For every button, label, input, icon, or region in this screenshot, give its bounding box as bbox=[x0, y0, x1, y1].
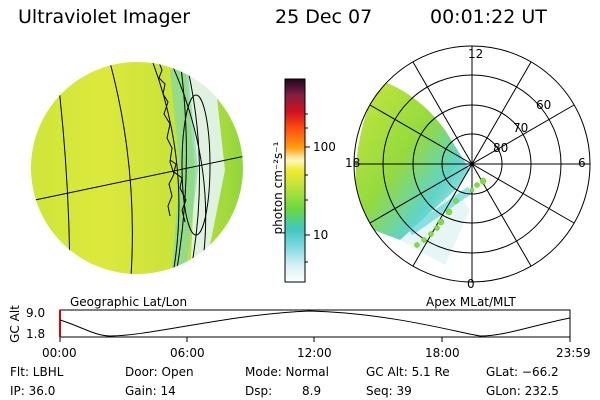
mlt-label-6: 6 bbox=[578, 156, 586, 170]
alt-xtick-2359: 23:59 bbox=[556, 346, 591, 360]
colorbar bbox=[284, 78, 310, 283]
colorbar-unit-label: photon cm⁻²s⁻¹ bbox=[271, 141, 285, 235]
altitude-plot bbox=[59, 309, 571, 342]
app-title: Ultraviolet Imager bbox=[18, 6, 191, 28]
info-mode: Mode: Normal bbox=[245, 365, 329, 379]
apex-polar-plot bbox=[353, 45, 591, 283]
mlat-label-80: 80 bbox=[493, 141, 509, 155]
info-gc-alt: GC Alt: 5.1 Re bbox=[366, 365, 450, 379]
apex-label: Apex MLat/MLT bbox=[426, 295, 516, 309]
geographic-disk bbox=[31, 62, 243, 274]
info-seq: Seq: 39 bbox=[366, 384, 412, 398]
alt-xtick-1800: 18:00 bbox=[425, 346, 460, 360]
info-glon: GLon: 232.5 bbox=[486, 384, 559, 398]
mlat-label-60: 60 bbox=[536, 98, 552, 112]
alt-ylabel: GC Alt bbox=[8, 305, 22, 343]
colorbar-tick-100: 100 bbox=[313, 140, 336, 154]
mlat-label-70: 70 bbox=[513, 121, 529, 135]
alt-ytick-9: 9.0 bbox=[26, 306, 46, 320]
geographic-label: Geographic Lat/Lon bbox=[70, 295, 188, 309]
info-dsp-value: 8.9 bbox=[302, 384, 322, 398]
colorbar-tick-10: 10 bbox=[313, 228, 329, 242]
alt-xtick-1200: 12:00 bbox=[297, 346, 332, 360]
info-door: Door: Open bbox=[125, 365, 194, 379]
info-gain: Gain: 14 bbox=[125, 384, 176, 398]
time-label: 00:01:22 UT bbox=[430, 6, 547, 28]
info-glat: GLat: −66.2 bbox=[486, 365, 559, 379]
mlt-label-18: 18 bbox=[345, 156, 361, 170]
info-flt: Flt: LBHL bbox=[10, 365, 64, 379]
mlt-label-0: 0 bbox=[467, 277, 475, 291]
date-label: 25 Dec 07 bbox=[275, 6, 373, 28]
mlt-label-12: 12 bbox=[468, 47, 484, 61]
alt-xtick-0600: 06:00 bbox=[170, 346, 205, 360]
info-ip: IP: 36.0 bbox=[10, 384, 56, 398]
alt-ytick-1-8: 1.8 bbox=[26, 327, 46, 341]
alt-xtick-0000: 00:00 bbox=[42, 346, 77, 360]
info-dsp-label: Dsp: bbox=[245, 384, 273, 398]
